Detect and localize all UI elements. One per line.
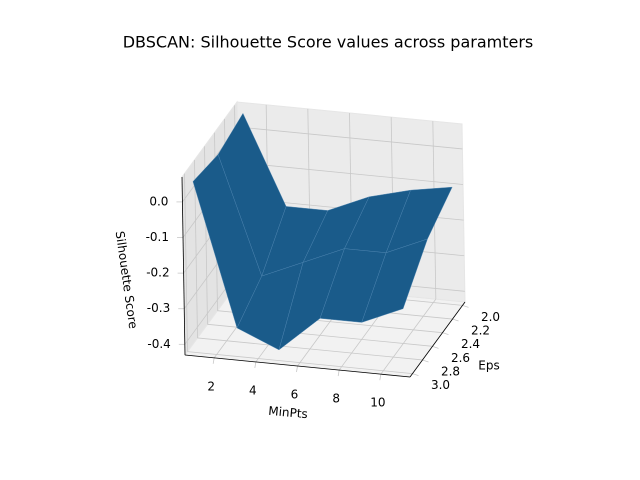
y-tick-label: 2.6 (451, 351, 470, 365)
z-axis-label: Silhouette Score (113, 230, 141, 329)
y-tick-label: 2.8 (441, 364, 460, 378)
x-tick-label: 4 (249, 383, 257, 397)
grid-line (237, 162, 464, 185)
z-tick-label: -0.3 (147, 301, 170, 315)
tick-mark (212, 357, 215, 364)
chart-title: DBSCAN: Silhouette Score values across p… (123, 33, 534, 52)
tick-mark (442, 332, 449, 336)
y-tick-label: 2.0 (481, 310, 500, 324)
tick-mark (452, 318, 459, 322)
y-tick-label: 3.0 (431, 378, 450, 392)
y-tick-label: 2.4 (461, 337, 480, 351)
tick-mark (337, 370, 340, 377)
z-tick-label: 0.0 (149, 194, 168, 208)
tick-mark (296, 365, 298, 373)
tick-mark (462, 305, 469, 308)
x-tick-label: 8 (332, 392, 340, 406)
grid-line (184, 173, 188, 352)
grid-line (194, 159, 198, 338)
z-tick-label: -0.2 (146, 266, 169, 280)
x-tick-label: 2 (207, 379, 215, 393)
grid-line (187, 351, 413, 374)
x-tick-label: 6 (291, 388, 299, 402)
axis-line (409, 301, 466, 378)
grid-line (197, 337, 423, 361)
grid-line (380, 298, 437, 375)
tick-mark (422, 359, 429, 363)
tick-mark (432, 345, 439, 349)
tick-mark (412, 373, 419, 376)
y-tick-label: 2.2 (471, 324, 490, 338)
z-tick-label: -0.4 (147, 337, 170, 351)
tick-mark (254, 361, 257, 368)
axis-line (184, 354, 411, 378)
surface-patch (361, 238, 428, 323)
z-tick-label: -0.1 (146, 230, 169, 244)
grid-line (237, 126, 463, 150)
y-axis-label: Eps (478, 359, 499, 373)
x-axis-label: MinPts (268, 404, 309, 421)
tick-mark (379, 374, 382, 381)
x-tick-label: 10 (370, 396, 385, 410)
axis-line (181, 176, 186, 356)
